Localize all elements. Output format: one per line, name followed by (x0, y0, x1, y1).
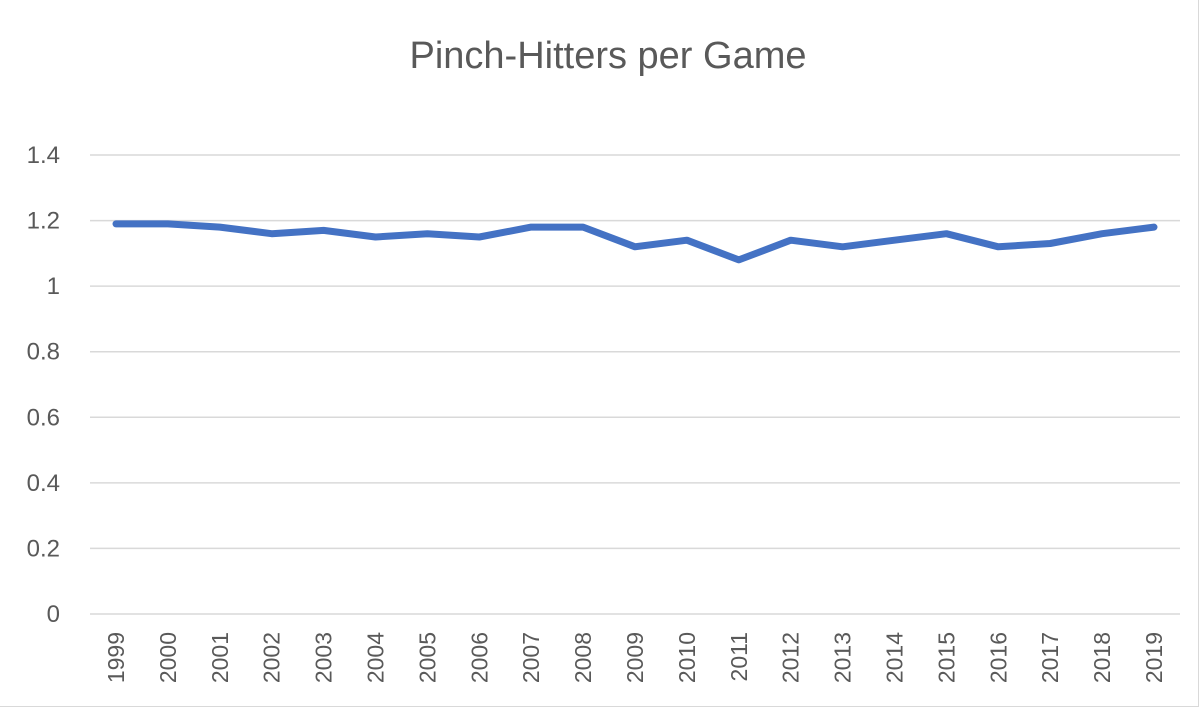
y-tick-label: 0.6 (27, 404, 60, 431)
x-tick-label: 2002 (259, 632, 285, 683)
x-tick-label: 2007 (518, 632, 544, 683)
y-tick-label: 1.2 (27, 208, 60, 235)
y-tick-label: 1 (47, 273, 60, 300)
y-tick-label: 0.2 (27, 535, 60, 562)
series-layer (112, 220, 1158, 264)
y-tick-label: 0 (47, 601, 60, 628)
x-tick-label: 2011 (726, 632, 752, 681)
y-tick-label: 1.4 (27, 142, 60, 169)
x-tick-label: 2014 (882, 632, 908, 683)
x-tick-label: 2017 (1037, 632, 1063, 683)
y-tick-label: 0.4 (27, 470, 60, 497)
x-tick-label: 2015 (933, 632, 959, 683)
x-tick-label: 2016 (985, 632, 1011, 683)
x-tick-label: 2009 (622, 632, 648, 683)
series-line (112, 220, 1158, 264)
x-axis-tick-labels: 1999 2000 2001 2002 2003 2004 2005 2006 2007 2008… (103, 632, 1167, 683)
x-tick-label: 2010 (674, 632, 700, 683)
x-tick-label: 2013 (830, 632, 856, 683)
x-tick-label: 2004 (362, 632, 388, 683)
chart-title: Pinch-Hitters per Game (409, 35, 806, 77)
y-axis-tick-labels: 0 0.2 0.4 0.6 0.8 1 1.2 1.4 (27, 142, 60, 628)
x-tick-label: 2003 (311, 632, 337, 683)
x-tick-label: 2008 (570, 632, 596, 683)
gridlines (90, 154, 1180, 615)
x-tick-label: 2000 (155, 632, 181, 683)
x-tick-label: 2018 (1089, 632, 1115, 683)
x-tick-label: 2006 (466, 632, 492, 683)
x-tick-label: 2001 (207, 632, 233, 683)
x-tick-label: 2019 (1141, 632, 1167, 683)
y-tick-label: 0.8 (27, 339, 60, 366)
x-tick-label: 2012 (778, 632, 804, 683)
x-tick-label: 1999 (103, 632, 129, 683)
x-tick-label: 2005 (414, 632, 440, 683)
